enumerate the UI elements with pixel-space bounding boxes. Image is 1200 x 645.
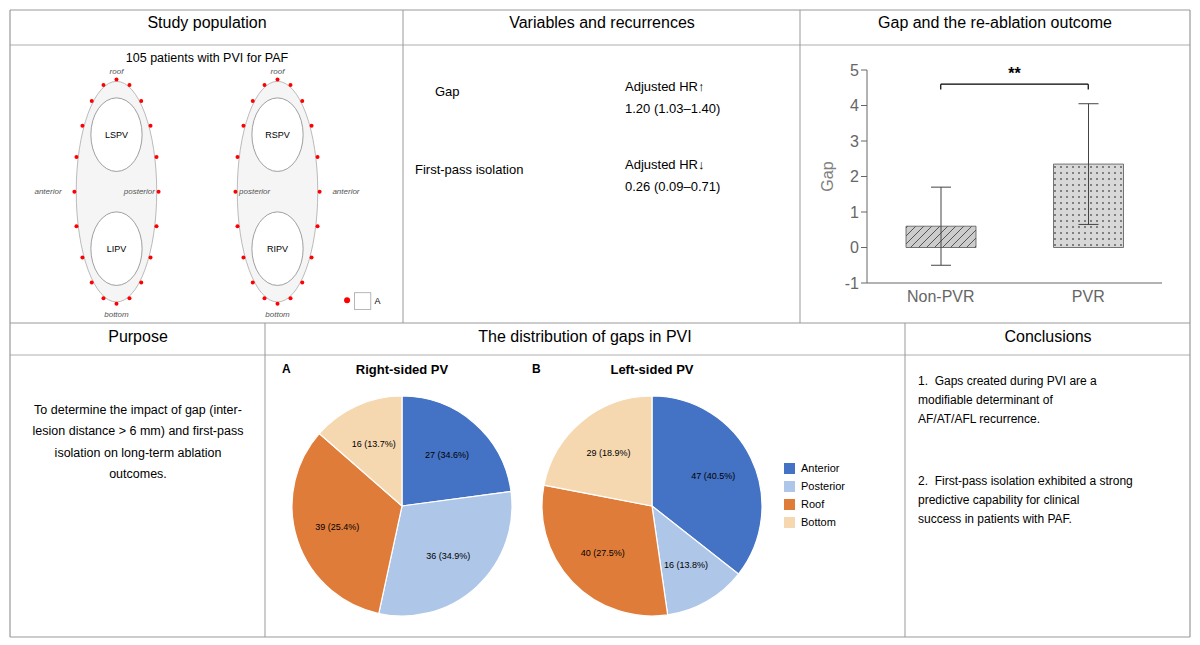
svg-text:LSPV: LSPV (105, 130, 128, 140)
svg-text:Non-PVR: Non-PVR (907, 288, 975, 305)
html-text:Roof: Roof (801, 498, 825, 510)
html-text:Adjusted HR↑: Adjusted HR↑ (625, 78, 705, 94)
svg-text:anterior: anterior (332, 187, 359, 196)
svg-text:RIPV: RIPV (267, 244, 288, 254)
html-text:2. First-pass isolation exhibi: 2. First-pass isolation exhibited a stro… (918, 474, 1133, 527)
svg-text:posterior: posterior (123, 187, 155, 196)
svg-text:Gap: Gap (819, 161, 836, 191)
svg-text:LIPV: LIPV (107, 244, 127, 254)
html-text:Posterior: Posterior (801, 480, 845, 492)
html-text:Anterior: Anterior (801, 462, 840, 474)
svg-text:-1: -1 (845, 275, 859, 292)
html-text:Purpose: Purpose (108, 327, 168, 345)
html-text:A: A (282, 362, 291, 376)
html-text:The distribution of gaps in PV: The distribution of gaps in PVI (478, 327, 692, 345)
html-text:1.20 (1.03–1.40): 1.20 (1.03–1.40) (625, 100, 721, 116)
svg-text:4: 4 (850, 97, 859, 114)
html-text:Gap: Gap (435, 83, 460, 99)
html-text:Gap and the re-ablation outcom: Gap and the re-ablation outcome (878, 13, 1112, 31)
svg-text:roof: roof (271, 67, 286, 76)
svg-text:5: 5 (850, 62, 859, 79)
html-text:Bottom: Bottom (801, 516, 836, 528)
svg-text:39 (25.4%): 39 (25.4%) (315, 522, 359, 532)
svg-text:anterior: anterior (34, 187, 61, 196)
svg-text:16 (13.8%): 16 (13.8%) (664, 560, 708, 570)
html-text:To determine the impact of gap: To determine the impact of gap (inter- l… (32, 403, 244, 481)
html-text:Adjusted HR↓: Adjusted HR↓ (625, 156, 705, 172)
html-text:105 patients with PVI for PAF: 105 patients with PVI for PAF (125, 50, 289, 65)
svg-text:27 (34.6%): 27 (34.6%) (425, 450, 469, 460)
svg-text:posterior: posterior (238, 187, 270, 196)
html-text:Left-sided PV: Left-sided PV (610, 362, 694, 377)
html-text:Right-sided PV: Right-sided PV (355, 362, 449, 377)
svg-text:2: 2 (850, 168, 859, 185)
svg-text:roof: roof (110, 67, 125, 76)
html-text:0.26 (0.09–0.71): 0.26 (0.09–0.71) (625, 178, 721, 194)
svg-text:A: A (375, 296, 381, 306)
html-text:1. Gaps created during PVI are: 1. Gaps created during PVI are a modifia… (918, 374, 1097, 427)
svg-text:RSPV: RSPV (265, 130, 290, 140)
svg-text:47 (40.5%): 47 (40.5%) (691, 471, 735, 481)
html-text:Study population: Study population (147, 13, 267, 31)
svg-text:PVR: PVR (1072, 288, 1105, 305)
html-text:B: B (532, 362, 541, 376)
html-text:First-pass isolation: First-pass isolation (415, 161, 524, 177)
svg-text:36 (34.9%): 36 (34.9%) (426, 551, 470, 561)
svg-text:16 (13.7%): 16 (13.7%) (352, 439, 396, 449)
html-text:Variables and recurrences: Variables and recurrences (509, 13, 695, 31)
svg-text:0: 0 (850, 239, 859, 256)
svg-text:3: 3 (850, 133, 859, 150)
svg-text:bottom: bottom (104, 310, 129, 319)
svg-text:29 (18.9%): 29 (18.9%) (587, 448, 631, 458)
svg-text:40 (27.5%): 40 (27.5%) (581, 548, 625, 558)
svg-text:1: 1 (850, 204, 859, 221)
html-text:Conclusions: Conclusions (1004, 327, 1092, 345)
svg-text:**: ** (1008, 65, 1021, 82)
svg-text:bottom: bottom (265, 310, 290, 319)
